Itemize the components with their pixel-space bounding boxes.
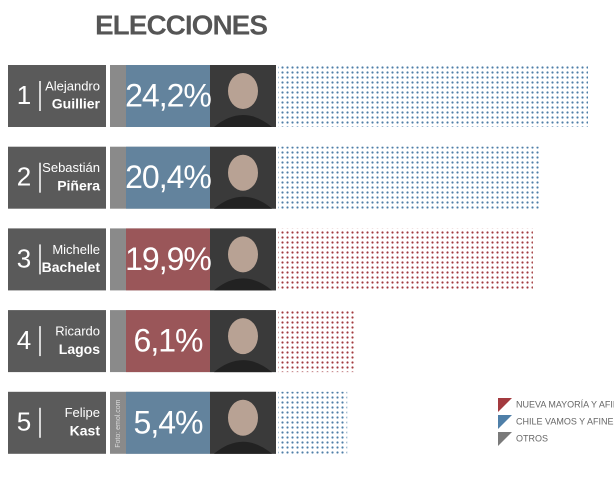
name-box [8, 65, 106, 127]
legend-label: CHILE VAMOS Y AFINES [516, 416, 614, 426]
first-name: Michelle [52, 242, 100, 257]
legend-swatch [498, 398, 512, 412]
portrait-face [228, 318, 258, 355]
portrait-body [214, 441, 272, 454]
photo-credit: Foto: emol.com [115, 399, 122, 447]
rank: 4 [17, 325, 31, 355]
first-name: Alejandro [45, 78, 100, 93]
portrait-body [214, 278, 272, 291]
first-name: Sebastián [42, 160, 100, 175]
chart-title: ELECCIONES [95, 9, 267, 40]
last-name: Piñera [57, 177, 100, 193]
portrait-body [214, 360, 272, 373]
last-name: Bachelet [42, 259, 101, 275]
bar [278, 310, 357, 373]
portrait-face [228, 73, 258, 109]
bar [278, 391, 348, 454]
photo-tint [126, 146, 210, 209]
rank: 3 [17, 243, 31, 273]
portrait-face [228, 236, 258, 273]
legend-swatch [498, 432, 512, 446]
photo-tint [126, 391, 210, 454]
value-label: 5,4% [134, 404, 203, 440]
name-box [8, 228, 106, 291]
rank: 2 [17, 162, 31, 192]
value-label: 20,4% [125, 159, 211, 195]
portrait-body [214, 196, 272, 209]
name-box [8, 146, 106, 209]
rank: 5 [17, 407, 31, 437]
legend-swatch [498, 415, 512, 429]
bar [278, 65, 588, 127]
value-label: 19,9% [125, 241, 211, 277]
bar [278, 228, 533, 291]
portrait-face [228, 399, 258, 436]
name-box [8, 391, 106, 454]
legend-label: NUEVA MAYORÍA Y AFINES [516, 399, 614, 409]
value-label: 24,2% [125, 77, 211, 113]
last-name: Lagos [59, 341, 100, 357]
portrait-face [228, 154, 258, 191]
first-name: Ricardo [55, 324, 100, 339]
name-box [8, 310, 106, 373]
last-name: Guillier [52, 96, 101, 112]
rank: 1 [17, 80, 31, 110]
photo-tint [126, 65, 210, 127]
value-label: 6,1% [134, 323, 203, 359]
portrait-body [214, 115, 272, 127]
photo-tint [126, 228, 210, 291]
legend-label: OTROS [516, 433, 548, 443]
first-name: Felipe [65, 405, 100, 420]
photo-tint [126, 310, 210, 373]
last-name: Kast [70, 423, 101, 439]
bar [278, 146, 540, 209]
